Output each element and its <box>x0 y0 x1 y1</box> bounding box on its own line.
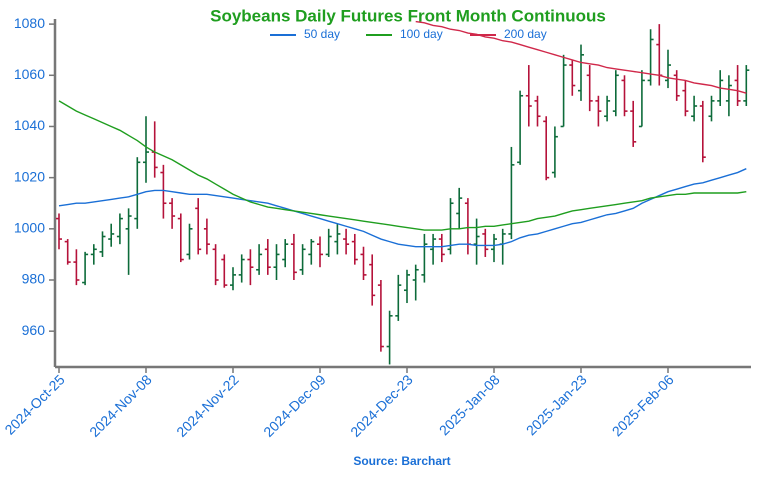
x-tick-label: 2025-Feb-06 <box>609 371 677 439</box>
legend-label: 100 day <box>400 27 443 41</box>
y-tick-label: 1060 <box>14 66 45 82</box>
plot-area <box>56 20 750 365</box>
y-tick-label: 1000 <box>14 220 45 236</box>
y-tick-label: 980 <box>22 271 46 287</box>
x-tick-label: 2025-Jan-08 <box>436 371 503 438</box>
y-tick-label: 1080 <box>14 15 45 31</box>
moving-average-line <box>415 20 747 94</box>
legend-label: 200 day <box>504 27 547 41</box>
x-tick-label: 2024-Nov-22 <box>173 371 242 440</box>
x-tick-label: 2024-Dec-09 <box>260 371 329 440</box>
y-tick-label: 1020 <box>14 168 45 184</box>
y-tick-label: 960 <box>22 322 46 338</box>
x-tick-label: 2025-Jan-23 <box>523 371 590 438</box>
moving-average-line <box>58 168 747 248</box>
chart-title: Soybeans Daily Futures Front Month Conti… <box>210 6 606 25</box>
source-note: Source: Barchart <box>353 454 450 468</box>
legend-label: 50 day <box>304 27 340 41</box>
y-tick-label: 1040 <box>14 117 45 133</box>
x-tick-label: 2024-Nov-08 <box>86 371 155 440</box>
moving-average-line <box>58 100 747 231</box>
x-tick-label: 2024-Dec-23 <box>347 371 416 440</box>
x-tick-label: 2024-Oct-25 <box>1 371 67 437</box>
